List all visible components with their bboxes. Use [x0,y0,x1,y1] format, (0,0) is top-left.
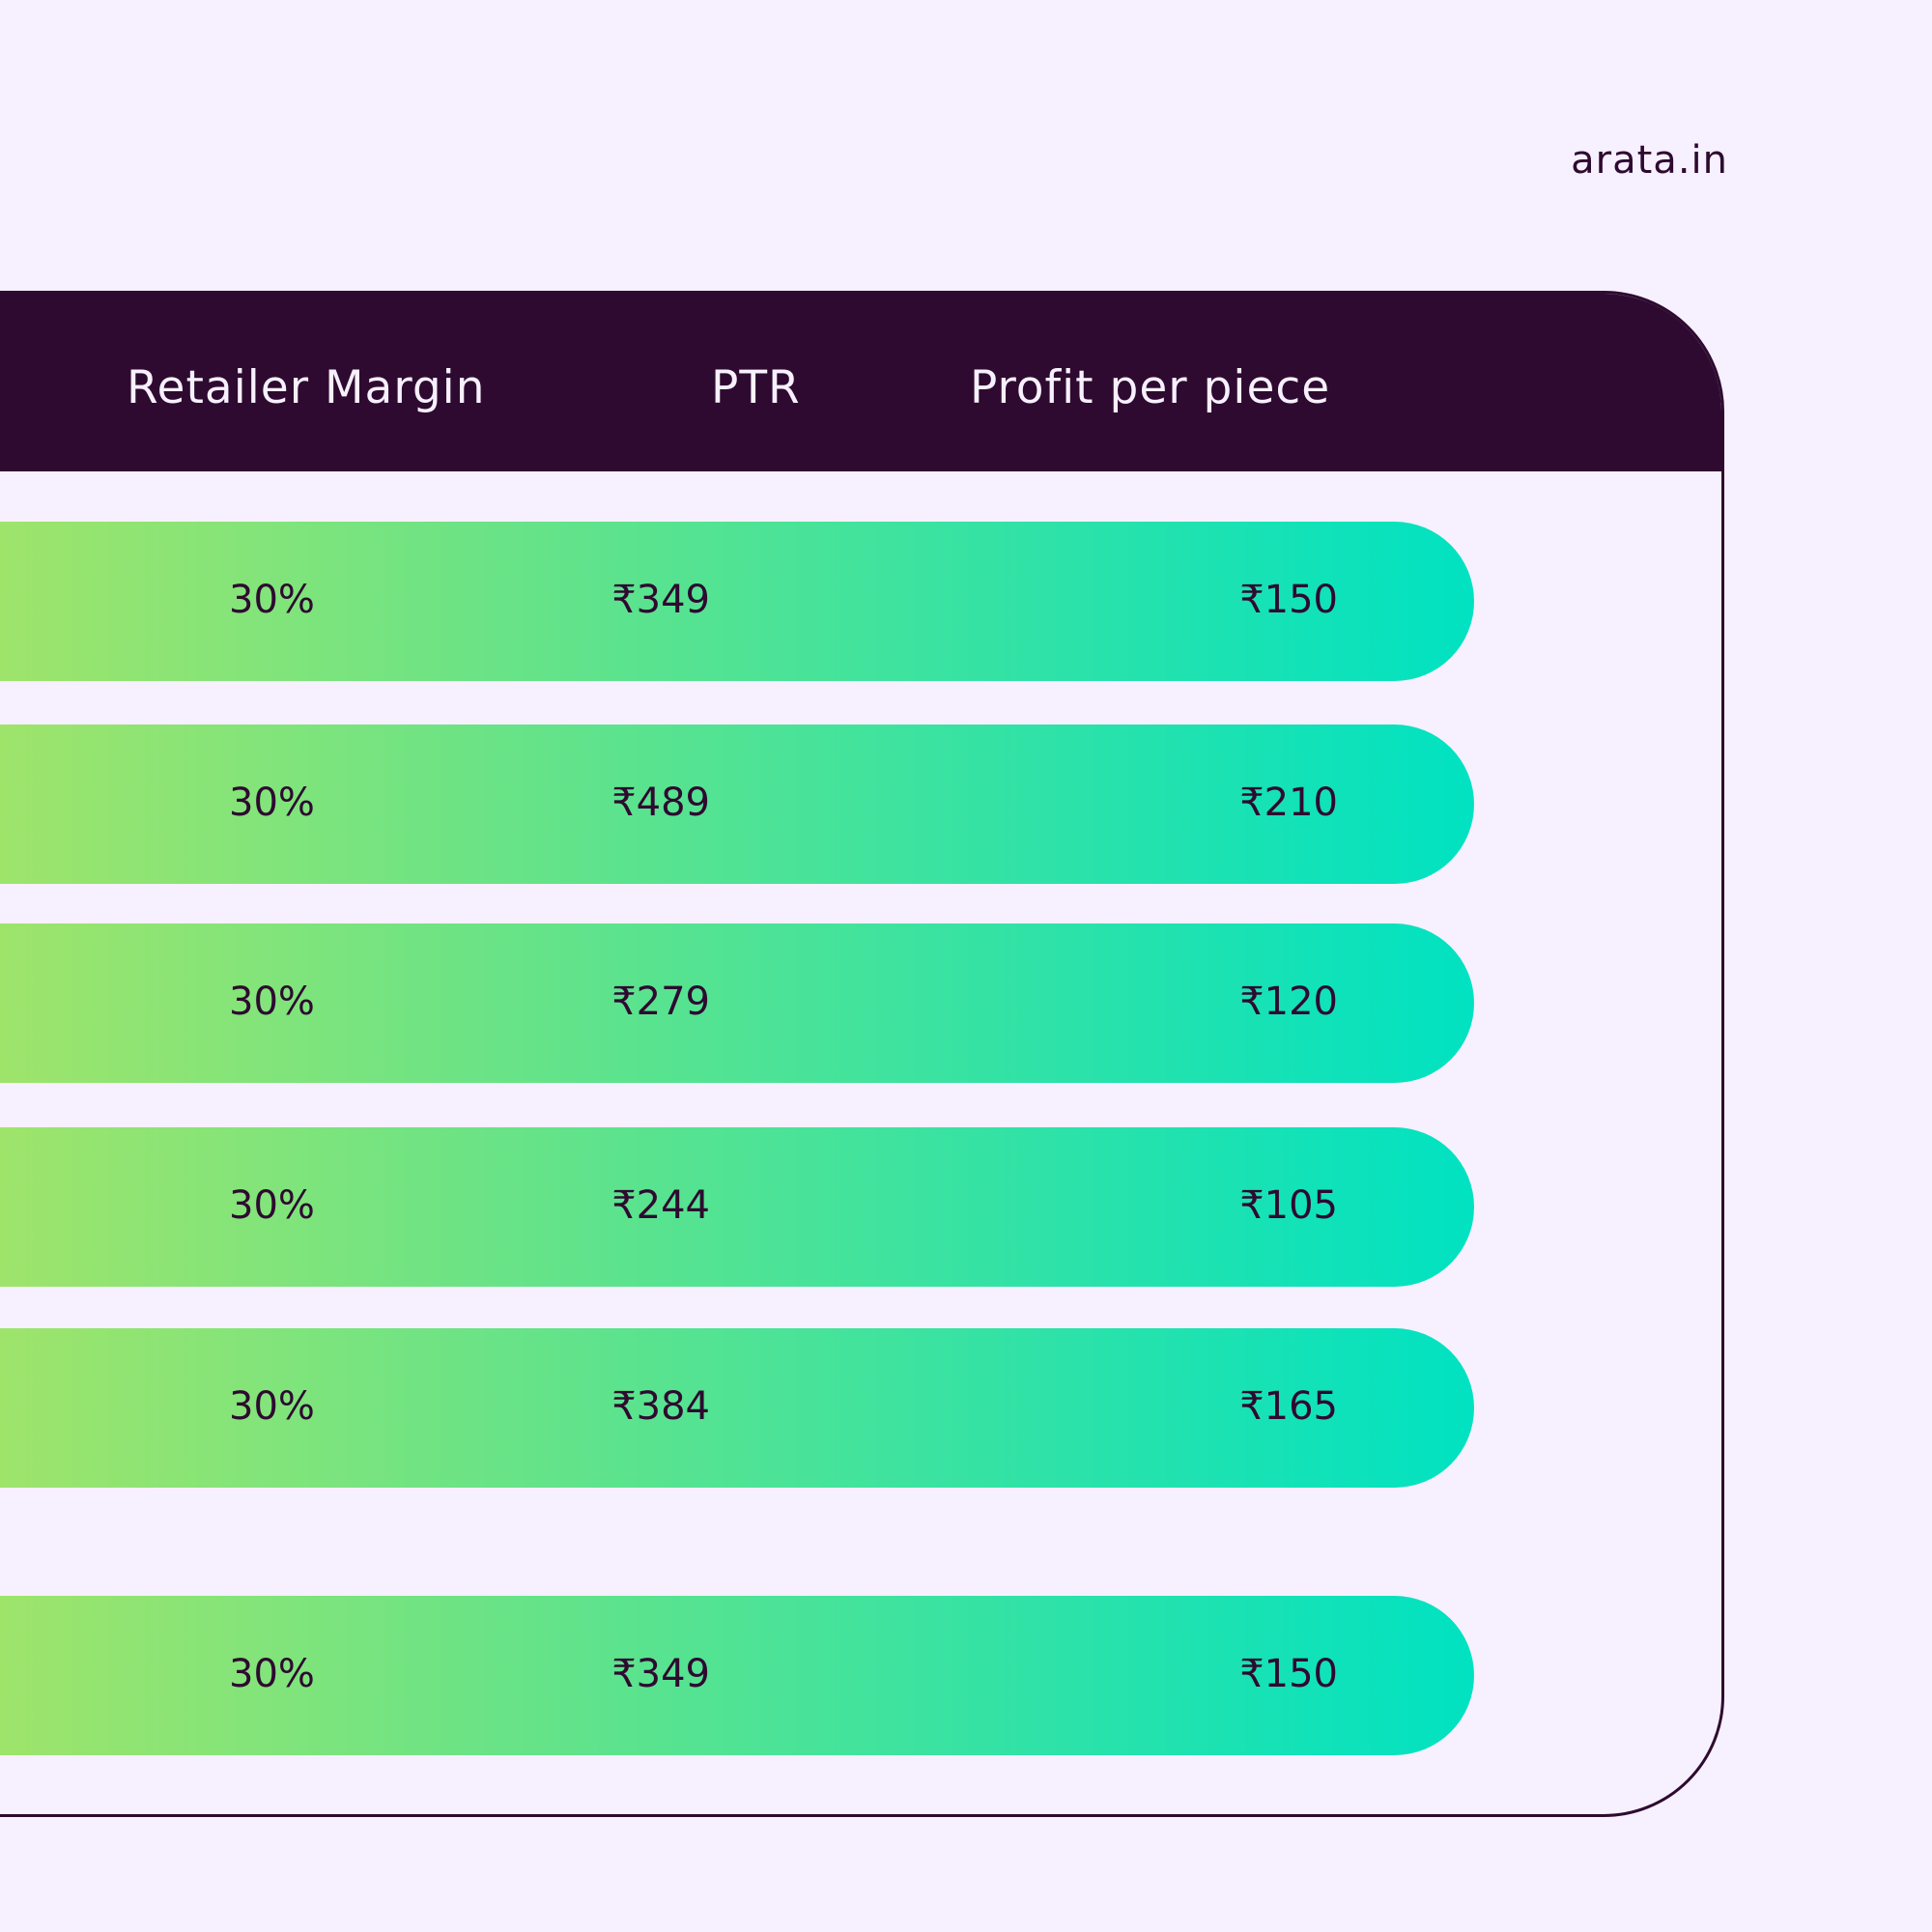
header-ptr: PTR [711,361,801,414]
pricing-table: Retailer Margin PTR Profit per piece 30%… [0,291,1724,1817]
table-body: 30% ₹349 ₹150 30% ₹489 ₹210 30% ₹279 ₹12… [0,294,1721,1814]
brand-url[interactable]: arata.in [1571,138,1728,183]
table-row: 30% ₹279 ₹120 [0,923,1474,1083]
table-row: 30% ₹244 ₹105 [0,1127,1474,1287]
table-row: 30% ₹349 ₹150 [0,1596,1474,1755]
table-row: 30% ₹384 ₹165 [0,1328,1474,1488]
table-header: Retailer Margin PTR Profit per piece [0,294,1721,471]
header-retailer-margin: Retailer Margin [127,361,486,414]
table-row: 30% ₹489 ₹210 [0,724,1474,884]
table-row: 30% ₹349 ₹150 [0,522,1474,681]
header-profit-per-piece: Profit per piece [970,361,1331,414]
